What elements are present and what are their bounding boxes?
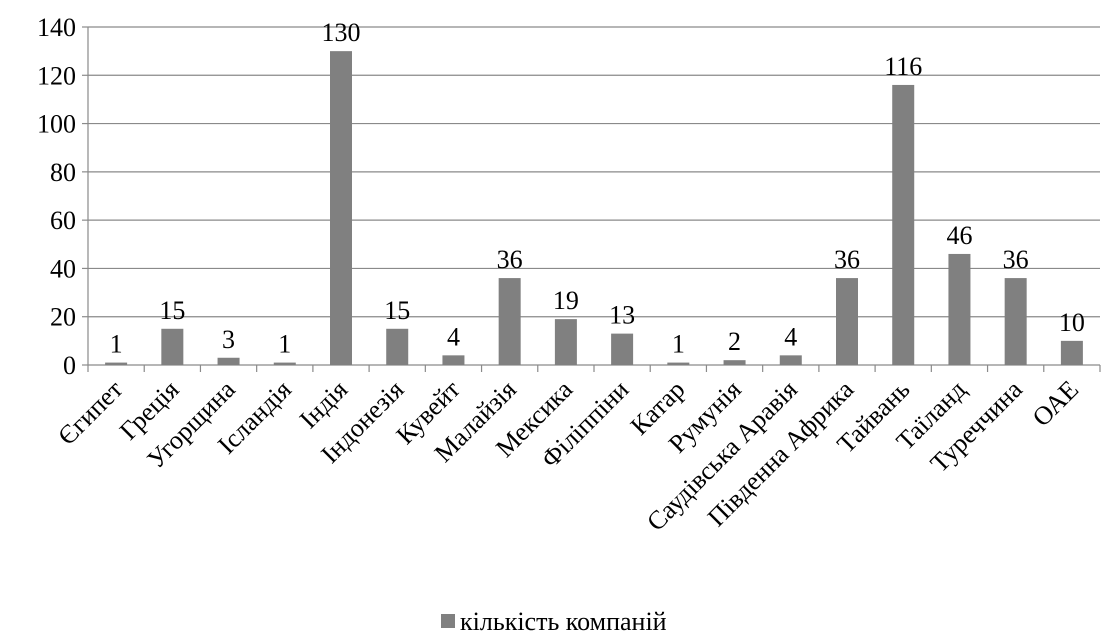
data-label: 46: [946, 221, 972, 250]
data-label: 2: [728, 327, 741, 356]
bars: [105, 51, 1083, 366]
bar: [442, 355, 465, 365]
legend-swatch: [441, 614, 455, 628]
grid-lines: [88, 26, 1100, 318]
data-label: 13: [609, 301, 635, 330]
bar: [611, 333, 634, 365]
data-label: 36: [834, 245, 860, 274]
bar: [1060, 340, 1083, 365]
bar: [836, 278, 858, 365]
bar: [498, 278, 521, 365]
y-tick-label: 120: [37, 61, 76, 90]
data-label: 1: [672, 330, 685, 359]
bar: [330, 51, 352, 366]
bar: [217, 357, 240, 365]
data-label: 130: [322, 18, 361, 47]
bar: [892, 84, 915, 365]
bar: [105, 362, 128, 365]
data-label: 1: [110, 330, 123, 359]
bar: [386, 328, 409, 365]
bar: [723, 360, 746, 365]
bar: [273, 362, 296, 365]
data-label: 1: [278, 330, 291, 359]
bar: [948, 253, 971, 365]
y-tick-label: 140: [37, 13, 76, 42]
data-label: 36: [497, 245, 523, 274]
y-tick-label: 100: [37, 110, 76, 139]
data-label: 15: [159, 296, 185, 325]
data-label: 4: [784, 322, 797, 351]
y-tick-label: 0: [63, 351, 76, 380]
y-axis-ticks: 0 20 40 60 80 100 120 140: [37, 13, 76, 380]
data-label: 116: [884, 52, 922, 81]
bar: [779, 355, 802, 365]
data-label: 10: [1059, 308, 1085, 337]
legend-label: кількість компаній: [460, 607, 667, 636]
data-label: 4: [447, 322, 460, 351]
category-label: Єгипет: [52, 375, 128, 451]
data-label: 15: [384, 296, 410, 325]
axes: [82, 26, 1101, 372]
y-tick-label: 80: [50, 158, 76, 187]
bar: [667, 362, 690, 365]
legend: кількість компаній: [441, 607, 667, 636]
data-label: 3: [222, 325, 235, 354]
y-tick-label: 20: [50, 303, 76, 332]
data-labels: 1 15 3 1 130 15 4 36 19 13 1 2 4 36 116 46 36 10: [110, 18, 1085, 358]
bar: [1004, 278, 1027, 365]
category-label: ОАЕ: [1027, 375, 1084, 432]
category-labels: ЄгипетГреціяУгорщинаІсландіяІндіяІндонез…: [52, 374, 1084, 536]
y-tick-label: 60: [50, 206, 76, 235]
y-tick-label: 40: [50, 254, 76, 283]
data-label: 19: [553, 286, 579, 315]
data-label: 36: [1003, 245, 1029, 274]
bar: [554, 319, 577, 365]
bar: [161, 328, 184, 365]
